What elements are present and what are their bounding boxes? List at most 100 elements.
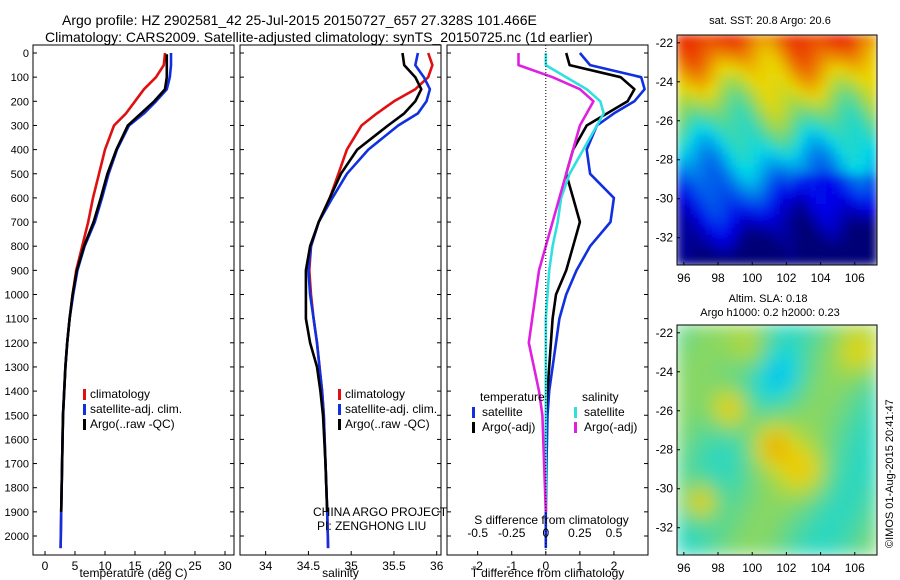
map-cell [786, 374, 798, 386]
series-line-temperature-0 [59, 52, 167, 549]
map-x-tick-label: 98 [711, 271, 725, 285]
map-cell [846, 434, 858, 446]
map-cell [806, 384, 818, 396]
map-cell [726, 254, 738, 265]
map-cell [716, 54, 728, 66]
map-cell [686, 534, 698, 546]
map-cell [856, 74, 868, 86]
map-cell [866, 454, 877, 466]
map-cell [806, 234, 818, 246]
map-cell [677, 514, 688, 526]
map-cell [686, 354, 698, 366]
legend-label: Argo(..raw -QC) [90, 417, 175, 431]
map-cell [776, 114, 788, 126]
map-cell [726, 494, 738, 506]
map-cell [746, 94, 758, 106]
map-cell [716, 164, 728, 176]
map-cell [866, 544, 877, 555]
map-cell [856, 94, 868, 106]
map-cell [836, 54, 848, 66]
map-cell [786, 94, 798, 106]
map-cell [786, 214, 798, 226]
map-cell [756, 174, 768, 186]
map-cell [806, 434, 818, 446]
map-cell [786, 184, 798, 196]
map-cell [866, 224, 877, 236]
map-cell [766, 244, 778, 256]
map-cell [866, 134, 877, 146]
map-cell [776, 434, 788, 446]
map-cell [746, 204, 758, 216]
map-cell [686, 35, 698, 46]
y-tick-label: 400 [11, 145, 29, 157]
map-cell [726, 504, 738, 516]
map-cell [776, 154, 788, 166]
map-cell [806, 114, 818, 126]
map-cell [826, 424, 838, 436]
map-cell [836, 354, 848, 366]
map-cell [806, 524, 818, 536]
map-cell [746, 444, 758, 456]
map-cell [826, 504, 838, 516]
map-cell [706, 514, 718, 526]
map-cell [746, 214, 758, 226]
map-cell [726, 144, 738, 156]
map-cell [686, 394, 698, 406]
x-top-tick-label: 0.25 [568, 526, 592, 540]
map-y-tick-label: -22 [656, 36, 674, 50]
map-y-tick-label: -24 [656, 75, 674, 89]
map-cell [756, 194, 768, 206]
map-cell [736, 474, 748, 486]
map-cell [766, 404, 778, 416]
y-tick-label: 2000 [5, 531, 29, 543]
map-cell [826, 544, 838, 555]
map-cell [677, 464, 688, 476]
map-cell [866, 444, 877, 456]
map-cell [706, 164, 718, 176]
map-cell [686, 544, 698, 555]
map-cell [726, 404, 738, 416]
y-tick-label: 300 [11, 120, 29, 132]
map-cell [736, 134, 748, 146]
map-cell [766, 144, 778, 156]
map-cell [806, 224, 818, 236]
y-tick-label: 1600 [5, 434, 29, 446]
map-x-tick-label: 98 [711, 561, 725, 575]
map-cell [786, 254, 798, 265]
map-cell [756, 434, 768, 446]
map-cell [696, 164, 708, 176]
map-cell [846, 474, 858, 486]
map-cell [826, 524, 838, 536]
map-cell [866, 54, 877, 66]
map-cell [796, 444, 808, 456]
map-cell [766, 354, 778, 366]
x-top-tick-label: 0 [542, 526, 549, 540]
map-cell [836, 494, 848, 506]
map-cell [776, 534, 788, 546]
map-cell [726, 444, 738, 456]
map-cell [677, 224, 688, 236]
map-cell [806, 144, 818, 156]
map-cell [696, 424, 708, 436]
map-cell [746, 194, 758, 206]
map-cell [866, 254, 877, 265]
legend-swatch [338, 389, 341, 400]
map-cell [756, 344, 768, 356]
map-cell [706, 484, 718, 496]
map-cell [786, 434, 798, 446]
legend-group-title: temperature [480, 390, 545, 404]
map-cell [866, 434, 877, 446]
map-cell [726, 384, 738, 396]
map-cell [826, 484, 838, 496]
map-x-tick-label: 106 [845, 561, 865, 575]
legend-swatch [83, 389, 86, 400]
map-cell [856, 384, 868, 396]
map-cell [796, 204, 808, 216]
map-cell [696, 174, 708, 186]
map-cell [746, 84, 758, 96]
map-cell [706, 334, 718, 346]
map-cell [716, 354, 728, 366]
map-cell [736, 64, 748, 76]
map-cell [866, 414, 877, 426]
map-cell [776, 234, 788, 246]
